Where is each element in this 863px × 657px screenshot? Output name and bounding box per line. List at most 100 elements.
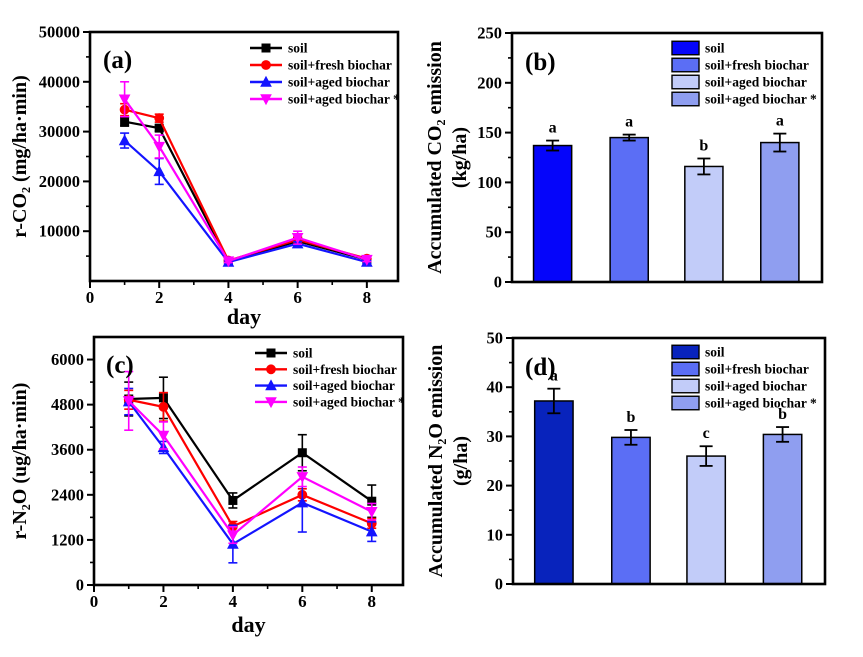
legend-label: soil xyxy=(288,41,308,56)
square-marker xyxy=(120,117,130,127)
x-axis-title: day xyxy=(231,612,265,637)
bar xyxy=(684,165,724,283)
triangle-down-marker xyxy=(153,141,166,153)
legend-label: soil+aged biochar * xyxy=(293,394,405,409)
y-tick-label: 4800 xyxy=(51,395,84,414)
triangle-up-marker xyxy=(296,496,309,508)
bar xyxy=(760,141,800,283)
legend-item: soil+aged biochar * xyxy=(255,394,405,409)
plot-frame xyxy=(88,30,400,283)
bar xyxy=(609,136,649,283)
triangle-down-marker xyxy=(222,256,235,268)
series-line xyxy=(127,400,373,546)
y-tick-label: 0 xyxy=(76,576,84,595)
legend-label: soil xyxy=(705,345,725,360)
bar-soil-aged-biochar: b xyxy=(684,137,724,283)
series-soil-aged-biochar- xyxy=(118,81,373,268)
x-tick-label: 2 xyxy=(155,288,164,307)
series-soil-aged-biochar- xyxy=(122,370,378,545)
y-tick-label: 20 xyxy=(487,476,504,495)
significance-letter: a xyxy=(625,114,633,131)
legend-item: soil+fresh biochar xyxy=(250,58,392,73)
triangle-up-marker xyxy=(365,525,378,537)
square-marker xyxy=(228,495,238,505)
panel-a-line-chart: 10000 20000 30000 40000 50000 0 2 4 6 8 day r-CO₂ (… xyxy=(9,23,400,330)
y-tick-label: 50000 xyxy=(39,23,80,42)
legend-label: soil+fresh biochar xyxy=(288,58,392,73)
legend-item: soil+fresh biochar xyxy=(671,57,809,73)
legend-item: soil xyxy=(255,346,313,361)
series-soil-fresh-biochar xyxy=(123,389,377,533)
y-tick-label: 0 xyxy=(495,575,503,594)
legend-swatch xyxy=(671,40,700,56)
legend-label: soil+aged biochar * xyxy=(288,92,400,107)
legend-label: soil+aged biochar xyxy=(293,378,395,393)
legend-swatch xyxy=(671,91,700,107)
legend-item: soil xyxy=(671,345,725,360)
y-axis-title: (g/ha) xyxy=(450,436,472,486)
plot-frame xyxy=(510,31,824,284)
x-tick-label: 0 xyxy=(86,288,95,307)
y-axis-title: r-CO₂ (mg/ha·min) xyxy=(9,75,31,237)
circle-marker xyxy=(266,364,276,375)
y-tick-label: 2400 xyxy=(51,485,84,504)
y-axis-title: Accumulated CO₂ emission xyxy=(424,41,446,274)
legend-label: soil xyxy=(705,41,725,56)
legend-label: soil+aged biochar * xyxy=(705,92,817,107)
legend-label: soil+aged biochar * xyxy=(705,396,817,411)
series-soil-aged-biochar xyxy=(122,387,378,564)
legend-item: soil+fresh biochar xyxy=(255,362,397,377)
panel-letter: (a) xyxy=(103,47,132,74)
bar xyxy=(610,436,651,585)
triangle-down-marker xyxy=(118,94,131,106)
legend-item: soil+aged biochar xyxy=(250,75,390,90)
y-tick-label: 30000 xyxy=(39,122,80,141)
triangle-up-marker xyxy=(260,75,272,87)
plot-frame xyxy=(511,336,827,586)
legend-swatch xyxy=(671,361,700,377)
x-tick-label: 8 xyxy=(363,288,372,307)
triangle-down-marker xyxy=(260,94,272,106)
x-tick-label: 6 xyxy=(293,288,302,307)
legend-label: soil+aged biochar xyxy=(288,75,390,90)
panel-letter: (b) xyxy=(525,49,556,76)
significance-letter: a xyxy=(549,120,557,137)
bar-soil: a xyxy=(532,120,573,283)
legend-item: soil+fresh biochar xyxy=(671,361,809,377)
triangle-down-marker xyxy=(296,472,309,484)
legend-swatch xyxy=(671,378,700,394)
square-marker xyxy=(297,448,307,458)
triangle-down-marker xyxy=(157,430,170,442)
y-tick-label: 10000 xyxy=(39,222,80,241)
panel-letter: (c) xyxy=(106,352,134,379)
y-tick-label: 150 xyxy=(477,123,502,142)
triangle-up-marker xyxy=(153,165,166,177)
legend-item: soil+aged biochar xyxy=(671,75,807,90)
series-soil-aged-biochar xyxy=(118,132,373,267)
legend-label: soil+fresh biochar xyxy=(705,362,809,377)
triangle-down-marker xyxy=(122,396,135,408)
square-marker xyxy=(261,43,271,53)
significance-letter: a xyxy=(776,113,784,130)
legend-swatch xyxy=(671,57,700,73)
significance-letter: a xyxy=(550,368,558,385)
x-axis-title: day xyxy=(227,304,261,329)
x-tick-label: 8 xyxy=(368,592,377,611)
y-axis-title: r-N₂O (ug/ha·min) xyxy=(9,383,31,540)
y-tick-label: 40000 xyxy=(39,72,80,91)
triangle-up-marker xyxy=(118,134,131,146)
panel-c-line-chart: 0 1200 2400 3600 4800 6000 0 2 4 6 8 day r-N₂O (ug/h… xyxy=(9,335,405,637)
legend-swatch xyxy=(671,395,700,411)
legend-item: soil xyxy=(671,40,725,56)
triangle-down-marker xyxy=(365,507,378,518)
legend-item: soil+aged biochar xyxy=(671,378,807,394)
y-tick-label: 6000 xyxy=(51,350,84,369)
circle-marker xyxy=(261,60,271,70)
y-tick-label: 0 xyxy=(494,273,502,292)
bar-soil: a xyxy=(533,368,574,585)
